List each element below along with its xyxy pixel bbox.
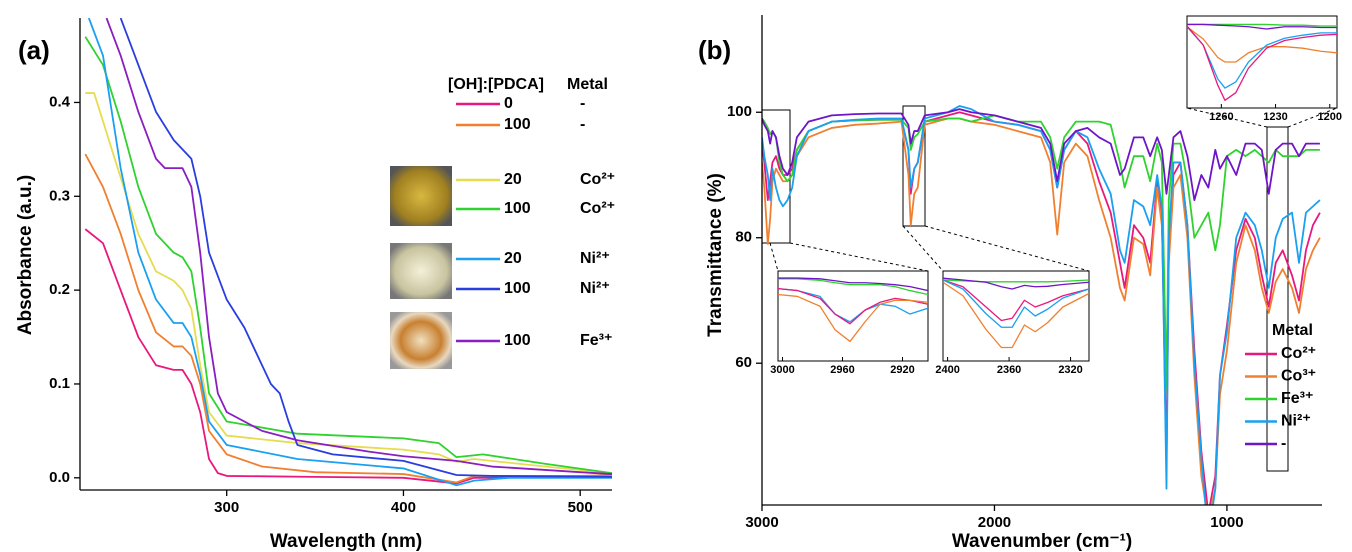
sample-photo [390, 312, 452, 369]
legend-header: [OH]:[PDCA] [448, 76, 544, 93]
x-tick-label: 1200 [1318, 111, 1342, 123]
y-tick-label: 0.4 [49, 93, 71, 110]
x-tick-label: 2000 [978, 514, 1011, 531]
x-tick-label: 2360 [997, 364, 1021, 376]
x-tick-label: 3000 [770, 364, 794, 376]
y-tick-label: 0.0 [49, 469, 70, 486]
connector [770, 243, 778, 271]
y-axis-title: Absorbance (a.u.) [15, 175, 36, 335]
x-tick-label: 1230 [1263, 111, 1287, 123]
legend-label: 100 [504, 116, 531, 133]
x-tick-label: 2400 [935, 364, 959, 376]
legend-label: - [1281, 435, 1286, 452]
legend-label: Ni²⁺ [580, 250, 610, 267]
x-axis-title: Wavelength (nm) [270, 531, 422, 552]
x-axis-title: Wavenumber (cm⁻¹) [952, 531, 1132, 552]
y-tick-label: 80 [735, 229, 752, 246]
connector [903, 226, 943, 271]
y-tick-label: 100 [727, 103, 752, 120]
panel-label: (b) [698, 35, 731, 65]
connector [925, 226, 1089, 271]
legend-label: - [580, 116, 585, 133]
legend-label: Ni²⁺ [1281, 413, 1311, 430]
legend-label: 100 [504, 280, 531, 297]
series-line [85, 93, 612, 473]
legend-label: - [580, 95, 585, 112]
legend-label: Ni²⁺ [580, 280, 610, 297]
x-tick-label: 1000 [1210, 514, 1243, 531]
legend-label: Fe³⁺ [580, 332, 612, 349]
panel-label: (a) [18, 35, 50, 65]
legend-title: Metal [1272, 322, 1313, 339]
legend-label: Fe³⁺ [1281, 390, 1313, 407]
legend-label: 20 [504, 250, 522, 267]
legend-label: 0 [504, 95, 513, 112]
inset: 2400 2360 2320 [935, 271, 1089, 376]
x-tick-label: 500 [568, 499, 593, 516]
y-tick-label: 0.2 [49, 281, 70, 298]
x-tick-label: 3000 [745, 514, 778, 531]
legend-label: Co³⁺ [1281, 368, 1316, 385]
x-tick-label: 2920 [890, 364, 914, 376]
legend-label: Co²⁺ [580, 200, 615, 217]
inset: 1260 1230 1200 [1187, 16, 1342, 123]
series-line [85, 37, 612, 473]
series-line [85, 229, 612, 483]
legend-label: Co²⁺ [1281, 345, 1316, 362]
legend-label: 100 [504, 332, 531, 349]
series-line [85, 154, 612, 482]
sample-photo [390, 243, 452, 299]
figure: (a) (b) Wavelength (nm) Wavenumber (cm⁻¹… [0, 0, 1352, 552]
legend-header: Metal [567, 76, 608, 93]
legend-label: 100 [504, 200, 531, 217]
x-tick-label: 300 [214, 499, 239, 516]
sample-photo [390, 166, 452, 226]
x-tick-label: 1260 [1209, 111, 1233, 123]
y-tick-label: 60 [735, 354, 752, 371]
y-tick-label: 0.3 [49, 187, 70, 204]
y-axis-title: Transmittance (%) [705, 173, 726, 337]
connector [790, 243, 928, 271]
inset: 3000 2960 2920 [770, 271, 928, 376]
x-tick-label: 2960 [830, 364, 854, 376]
y-tick-label: 0.1 [49, 375, 70, 392]
plot: 300 400 500 0.0 0.1 0.2 0.3 0.4 [OH]:[PDCA] Metal… [49, 18, 615, 516]
x-tick-label: 400 [391, 499, 416, 516]
x-tick-label: 2320 [1058, 364, 1082, 376]
legend-label: Co²⁺ [580, 171, 615, 188]
legend-label: 20 [504, 171, 522, 188]
